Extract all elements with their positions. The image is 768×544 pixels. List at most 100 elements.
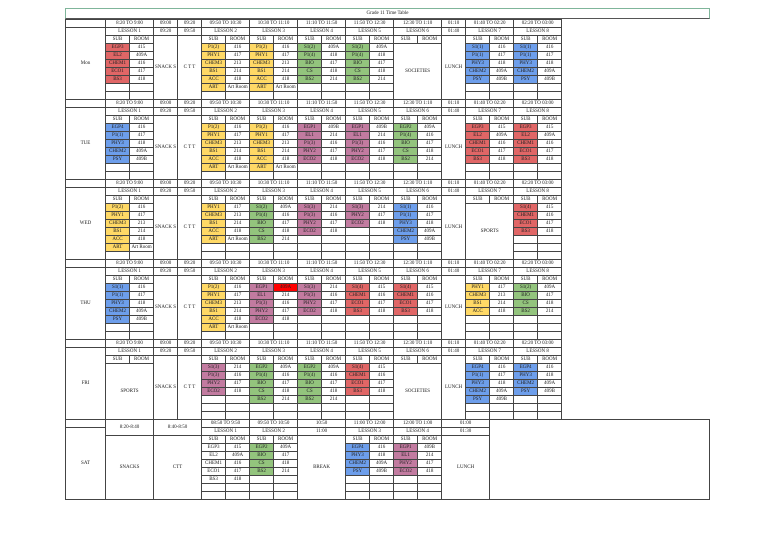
room-header: ROOM xyxy=(128,195,155,204)
lesson-8-time: 02:20 TO 03:00 xyxy=(513,99,563,108)
day-spacer xyxy=(65,99,106,108)
room-header: ROOM xyxy=(225,275,251,284)
room-cell xyxy=(321,243,347,252)
room-header: ROOM xyxy=(489,115,515,124)
subject-cell: BIO xyxy=(249,451,275,460)
subject-cell: BS3 xyxy=(201,475,227,484)
room-cell: 418 xyxy=(321,387,347,396)
sub-header: SUB xyxy=(297,115,323,124)
lesson-label: LESSON 4 xyxy=(393,427,443,436)
sub-header: SUB xyxy=(249,275,275,284)
room-cell: 214 xyxy=(417,155,443,164)
subject-cell: BS3 xyxy=(513,227,539,236)
lesson-label: LESSON 5 xyxy=(345,27,395,36)
room-cell: 409A xyxy=(417,227,443,236)
subject-cell: CHEM3 xyxy=(465,291,491,300)
room-cell: 214 xyxy=(321,395,347,404)
subject-cell xyxy=(465,323,491,332)
subject-cell: CHEM2 xyxy=(105,147,130,156)
room-cell: 409A xyxy=(537,67,563,76)
snack-start-time: 09:00 xyxy=(153,339,179,348)
room-cell xyxy=(225,491,251,500)
lunch-end-time: 01:40 xyxy=(441,267,467,276)
subject-cell: EGP2 xyxy=(297,363,323,372)
subject-cell: PSY xyxy=(465,395,491,404)
sat-break-start: 10:50 xyxy=(297,419,347,428)
sat-lesson-2-time: 09:50 TO 10:50 xyxy=(249,419,299,428)
room-cell: 416 xyxy=(128,283,155,292)
lesson-label: LESSON 8 xyxy=(513,347,563,356)
room-cell: 415 xyxy=(369,363,395,372)
room-cell: 214 xyxy=(537,307,563,316)
room-cell: 418 xyxy=(489,379,515,388)
lesson-row: FRI LESSON 1 09:20 09:50 LESSON 2 LESSON 3 LES… xyxy=(65,347,710,420)
subject-cell: ECO2 xyxy=(201,387,227,396)
snack-end-time: 09:20 xyxy=(153,187,179,196)
room-cell: 417 xyxy=(273,451,299,460)
lesson-label: LESSON 8 xyxy=(513,107,563,116)
lesson-6-time: 12:30 TO 1:10 xyxy=(393,99,443,108)
lunch-start-time: 01:10 xyxy=(441,99,467,108)
room-cell xyxy=(537,315,563,324)
room-cell xyxy=(489,91,515,100)
subject-cell xyxy=(465,315,491,324)
subject-cell: S1(2) xyxy=(297,43,323,52)
room-header: ROOM xyxy=(369,35,395,44)
room-cell: 415 xyxy=(537,203,563,212)
room-header: ROOM xyxy=(489,35,515,44)
subject-row: ART Art Room xyxy=(66,243,710,252)
lesson-1-time: 8:20 TO 9:00 xyxy=(104,339,155,348)
subject-cell xyxy=(201,251,227,260)
room-cell xyxy=(537,163,563,172)
subject-cell: PHY2 xyxy=(345,211,371,220)
room-cell: 409A xyxy=(369,459,395,468)
room-cell: 417 xyxy=(537,51,563,60)
ctt-block: C T T xyxy=(177,195,203,260)
lesson-8-time: 02:20 TO 03:00 xyxy=(513,19,563,28)
room-header: ROOM xyxy=(417,35,443,44)
room-cell xyxy=(128,163,155,172)
subject-cell xyxy=(393,323,419,332)
subject-cell: BS1 xyxy=(201,307,227,316)
room-cell: 409B xyxy=(489,395,515,404)
sub-header: SUB xyxy=(201,195,227,204)
subject-row: PHY2 417 BIO 417 BIO 417 ECO1 417 PHY3 418 CHEM2 40… xyxy=(66,379,710,388)
snacks-block: SNACK S xyxy=(153,275,179,340)
subject-cell: PSY xyxy=(345,467,371,476)
room-cell: 214 xyxy=(225,147,251,156)
sub-header: SUB xyxy=(465,115,491,124)
lesson-4-time: 11:10 TO 11:50 xyxy=(297,259,347,268)
lesson-7-time: 01:40 TO 02:20 xyxy=(465,179,515,188)
room-cell: 416 xyxy=(417,203,443,212)
room-cell xyxy=(128,251,155,260)
room-cell xyxy=(537,411,563,420)
room-cell xyxy=(369,251,395,260)
snack-end-time: 09:20 xyxy=(153,347,179,356)
lesson-4-time: 11:10 TO 11:50 xyxy=(297,179,347,188)
lesson-label: LESSON 3 xyxy=(249,187,299,196)
room-header: ROOM xyxy=(128,355,155,364)
sat-snacks-time: 8:20-8:40 xyxy=(104,419,155,436)
subject-cell xyxy=(393,171,419,180)
room-cell: 409B xyxy=(537,75,563,84)
room-cell xyxy=(417,315,443,324)
room-cell xyxy=(321,91,347,100)
room-cell: 213 xyxy=(489,291,515,300)
lesson-5-time: 11:50 TO 12:30 xyxy=(345,259,395,268)
subject-cell: CHEM2 xyxy=(465,387,491,396)
room-cell: 214 xyxy=(225,363,251,372)
subject-cell: BS1 xyxy=(465,299,491,308)
subject-cell: EGP1 xyxy=(249,283,275,292)
subject-cell: CHEM3 xyxy=(105,219,130,228)
subject-row: PSY 409B ACC 418 ECO2 418 xyxy=(66,315,710,324)
room-cell: 418 xyxy=(417,467,443,476)
lesson-label: LESSON 7 xyxy=(465,107,515,116)
subject-cell: ECO1 xyxy=(513,219,539,228)
subject-cell: BIO xyxy=(393,139,419,148)
subject-cell: P1(4) xyxy=(393,131,419,140)
subject-cell: P1(2) xyxy=(201,43,227,52)
room-cell: 418 xyxy=(369,155,395,164)
subject-cell: PHY3 xyxy=(465,59,491,68)
snacks-block: SNACK S xyxy=(153,115,179,180)
subject-cell: PHY3 xyxy=(465,379,491,388)
